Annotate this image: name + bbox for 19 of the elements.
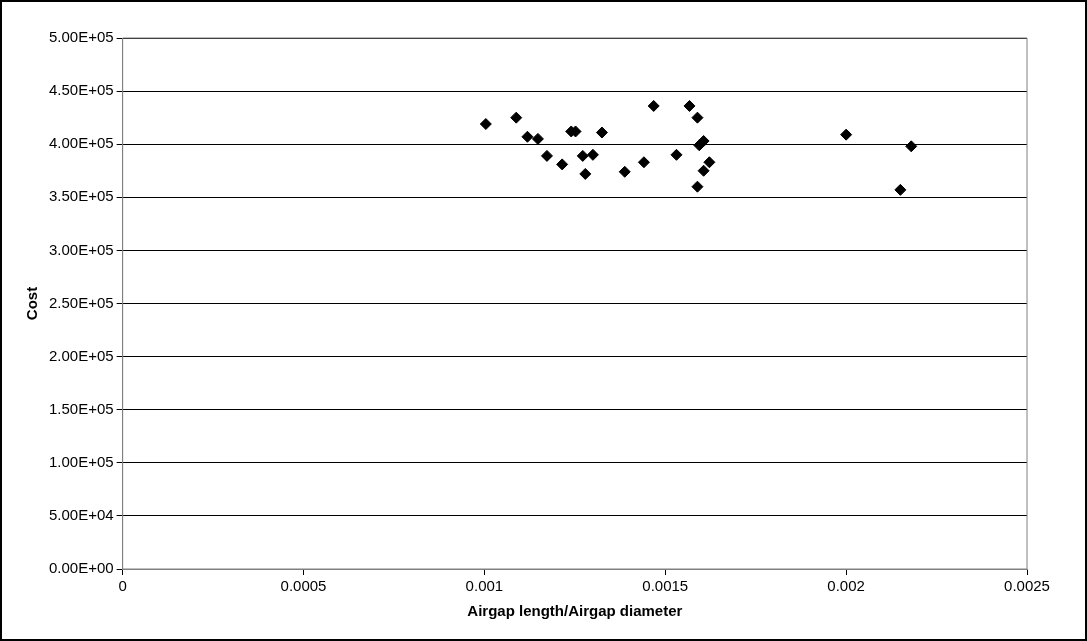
x-tick-label: 0 (118, 577, 127, 595)
y-tick-label: 2.00E+05 (48, 346, 114, 364)
y-tick-label: 3.50E+05 (48, 187, 114, 205)
y-tick-label: 5.00E+05 (48, 28, 114, 46)
x-tick-label: 0.0025 (1004, 577, 1050, 595)
x-tick-label: 0.002 (827, 577, 865, 595)
y-tick-label: 3.00E+05 (48, 240, 114, 258)
y-tick-label: 1.50E+05 (48, 399, 114, 417)
y-tick-label: 4.00E+05 (48, 134, 114, 152)
y-tick-label: 2.50E+05 (48, 293, 114, 311)
y-tick-label: 4.50E+05 (48, 81, 114, 99)
y-tick-label: 5.00E+04 (48, 506, 114, 524)
y-tick-label: 1.00E+05 (48, 452, 114, 470)
x-tick-label: 0.0015 (642, 577, 689, 595)
x-tick-label: 0.0005 (280, 577, 327, 595)
x-axis-title: Airgap length/Airgap diameter (467, 602, 683, 620)
x-tick-label: 0.001 (465, 577, 504, 595)
y-tick-label: 0.00E+00 (48, 559, 114, 577)
y-axis-title: Cost (23, 286, 41, 321)
